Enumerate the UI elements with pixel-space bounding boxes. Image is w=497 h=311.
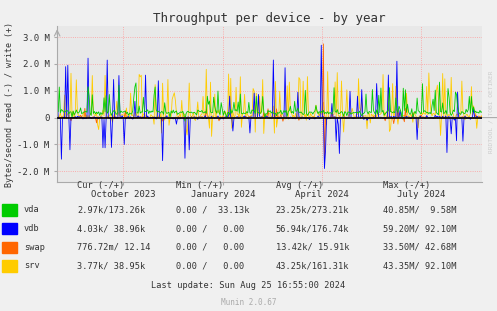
Text: 0.00 /   0.00: 0.00 / 0.00 bbox=[176, 243, 245, 252]
Text: 33.50M/ 42.68M: 33.50M/ 42.68M bbox=[383, 243, 456, 252]
Title: Throughput per device - by year: Throughput per device - by year bbox=[154, 12, 386, 25]
Text: 2.97k/173.26k: 2.97k/173.26k bbox=[77, 206, 145, 214]
Text: Last update: Sun Aug 25 16:55:00 2024: Last update: Sun Aug 25 16:55:00 2024 bbox=[152, 281, 345, 290]
Text: 43.35M/ 92.10M: 43.35M/ 92.10M bbox=[383, 262, 456, 270]
Text: 23.25k/273.21k: 23.25k/273.21k bbox=[276, 206, 349, 214]
Text: vda: vda bbox=[24, 206, 40, 214]
Text: 13.42k/ 15.91k: 13.42k/ 15.91k bbox=[276, 243, 349, 252]
Text: swap: swap bbox=[24, 243, 45, 252]
Text: 776.72m/ 12.14: 776.72m/ 12.14 bbox=[77, 243, 151, 252]
Text: 56.94k/176.74k: 56.94k/176.74k bbox=[276, 224, 349, 233]
Text: 0.00 /   0.00: 0.00 / 0.00 bbox=[176, 262, 245, 270]
Y-axis label: Bytes/second read (-) / write (+): Bytes/second read (-) / write (+) bbox=[5, 22, 14, 187]
Text: 0.00 /  33.13k: 0.00 / 33.13k bbox=[176, 206, 250, 214]
Text: Max (-/+): Max (-/+) bbox=[383, 181, 430, 190]
Text: 40.85M/  9.58M: 40.85M/ 9.58M bbox=[383, 206, 456, 214]
Text: RRDTOOL / TOBI OETIKER: RRDTOOL / TOBI OETIKER bbox=[489, 71, 494, 153]
Text: srv: srv bbox=[24, 262, 40, 270]
Text: vdb: vdb bbox=[24, 224, 40, 233]
Text: Cur (-/+): Cur (-/+) bbox=[77, 181, 124, 190]
Text: 0.00 /   0.00: 0.00 / 0.00 bbox=[176, 224, 245, 233]
Text: 4.03k/ 38.96k: 4.03k/ 38.96k bbox=[77, 224, 145, 233]
Text: Avg (-/+): Avg (-/+) bbox=[276, 181, 323, 190]
Text: Munin 2.0.67: Munin 2.0.67 bbox=[221, 298, 276, 307]
Text: 59.20M/ 92.10M: 59.20M/ 92.10M bbox=[383, 224, 456, 233]
Text: Min (-/+): Min (-/+) bbox=[176, 181, 224, 190]
Text: 3.77k/ 38.95k: 3.77k/ 38.95k bbox=[77, 262, 145, 270]
Text: 43.25k/161.31k: 43.25k/161.31k bbox=[276, 262, 349, 270]
